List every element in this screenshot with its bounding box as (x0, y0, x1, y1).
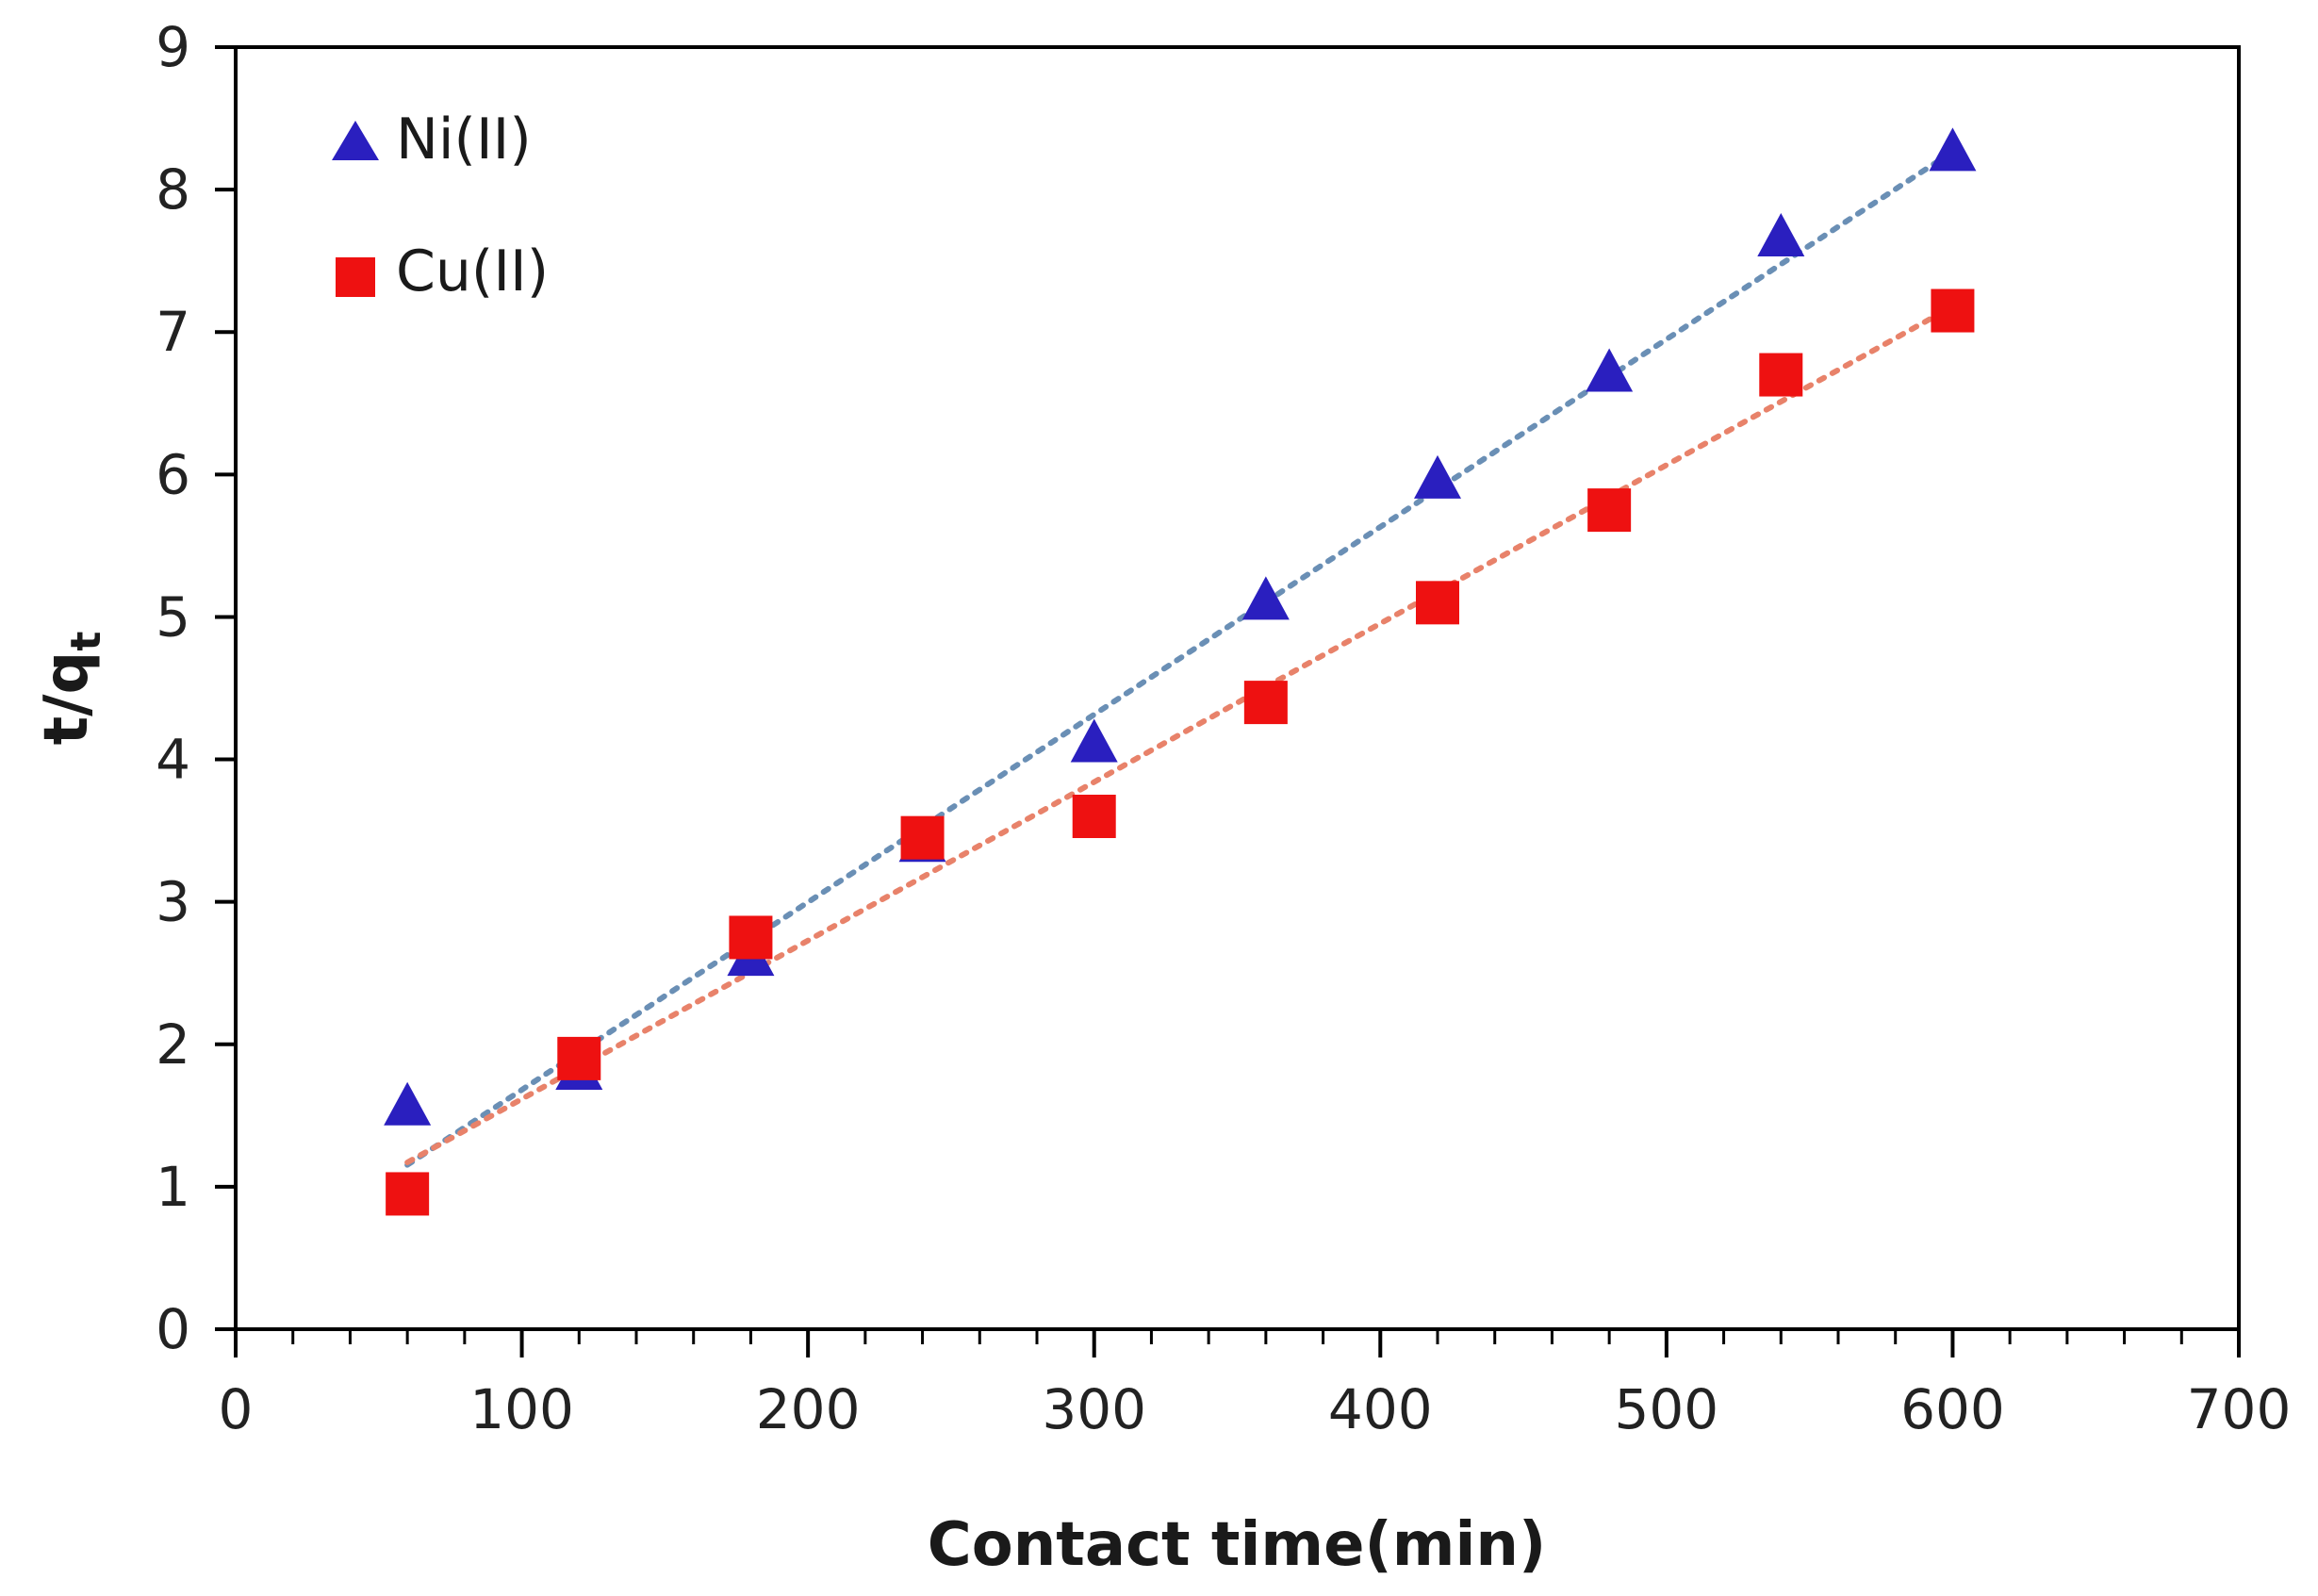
y-axis-title-main: t/q (32, 651, 102, 746)
y-axis-ticks: 0 1 2 3 4 5 6 7 8 9 (156, 15, 236, 1361)
y-tick-label: 6 (156, 442, 190, 506)
legend-label-cu: Cu(II) (396, 239, 549, 304)
x-tick-label: 400 (1328, 1377, 1433, 1441)
data-point-cu (557, 1036, 601, 1080)
data-point-cu (1072, 795, 1116, 838)
y-axis-title: t/qt (32, 632, 110, 746)
data-point-cu (729, 915, 773, 960)
legend-marker-cu (336, 257, 375, 297)
data-point-ni (1929, 127, 1977, 172)
trendline-1 (404, 304, 1956, 1166)
x-tick-label: 200 (756, 1377, 861, 1441)
data-point-cu (900, 815, 945, 860)
data-point-ni (1586, 348, 1634, 392)
y-tick-label: 5 (156, 584, 190, 649)
data-point-ni (1414, 454, 1461, 499)
x-tick-label: 300 (1042, 1377, 1146, 1441)
data-point-ni (384, 1081, 432, 1126)
y-tick-label: 4 (156, 728, 190, 792)
y-tick-label: 0 (156, 1297, 190, 1361)
y-axis-title-subscript: t (62, 632, 110, 651)
legend-label-ni: Ni(II) (396, 107, 532, 173)
y-tick-label: 1 (156, 1155, 190, 1219)
y-tick-label: 9 (156, 15, 190, 79)
data-point-cu (1759, 353, 1803, 397)
trendlines (404, 148, 1956, 1168)
data-point-cu (386, 1172, 430, 1216)
data-point-ni (1070, 718, 1118, 763)
x-tick-label: 700 (2187, 1377, 2292, 1441)
legend: Ni(II) Cu(II) (332, 107, 549, 304)
x-tick-label: 100 (469, 1377, 574, 1441)
y-tick-label: 7 (156, 300, 190, 364)
data-point-cu (1416, 581, 1459, 625)
y-tick-label: 3 (156, 870, 190, 934)
data-point-cu (1931, 288, 1975, 333)
y-tick-label: 2 (156, 1012, 190, 1077)
data-point-cu (1587, 488, 1632, 533)
legend-marker-ni (332, 121, 379, 160)
x-tick-label: 600 (1900, 1377, 2005, 1441)
x-tick-label: 0 (219, 1377, 254, 1441)
x-axis-ticks: 0 100 200 300 400 500 600 700 (219, 1329, 2292, 1441)
y-tick-label: 8 (156, 157, 190, 222)
data-point-cu (1243, 681, 1288, 725)
x-tick-label: 500 (1614, 1377, 1718, 1441)
data-point-ni (1757, 213, 1805, 256)
trendline-0 (404, 148, 1956, 1168)
data-point-ni (1241, 576, 1290, 620)
plot-area (234, 45, 2241, 1331)
x-axis-title: Contact time(min) (928, 1510, 1546, 1580)
data-markers (384, 127, 1977, 1216)
